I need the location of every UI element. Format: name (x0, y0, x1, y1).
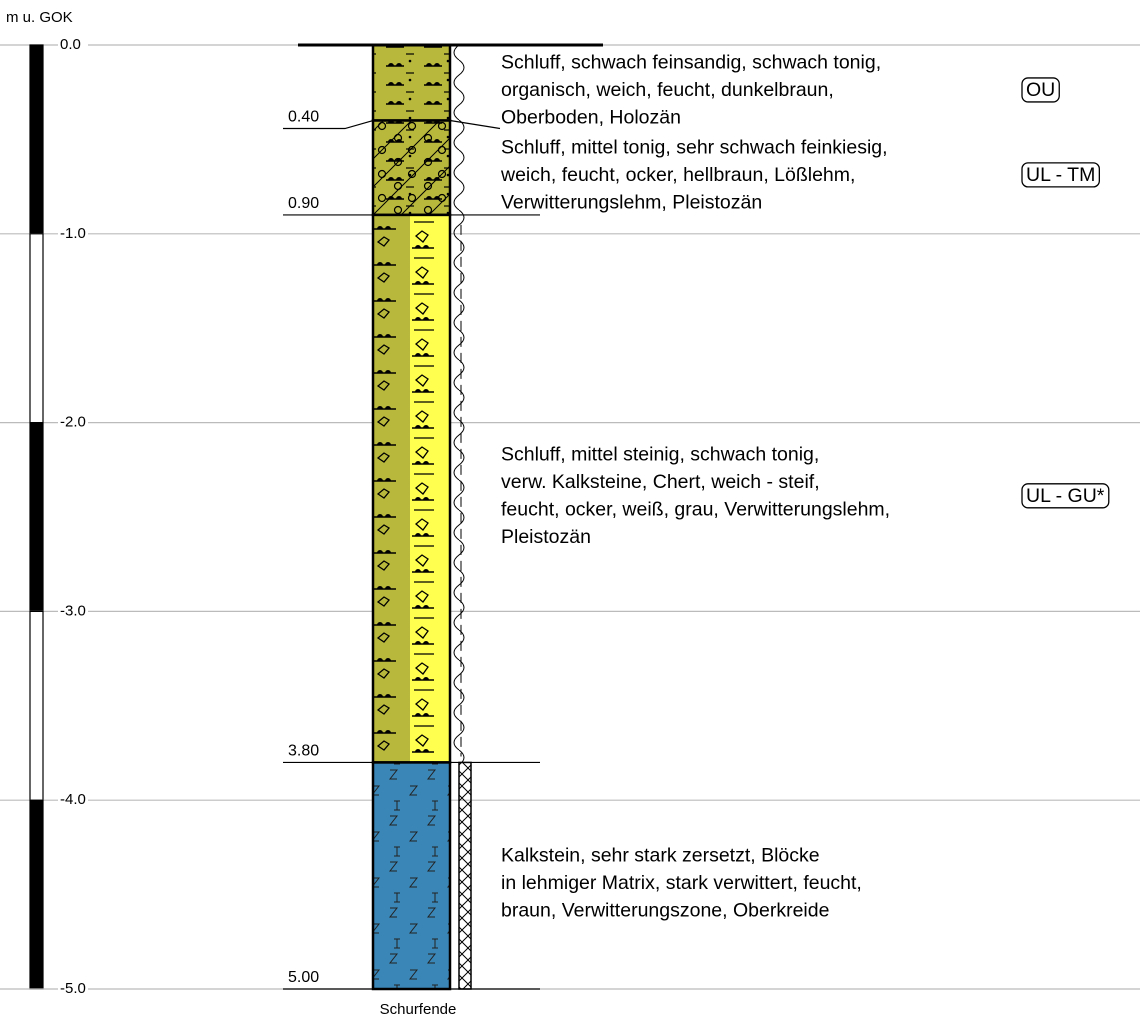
layer-description: verw. Kalksteine, Chert, weich - steif, (501, 471, 820, 493)
tick-label: 0.0 (60, 36, 81, 53)
layer-description: Kalkstein, sehr stark zersetzt, Blöcke (501, 844, 820, 866)
tick-label: -1.0 (60, 225, 86, 242)
layer-description: braun, Verwitterungszone, Oberkreide (501, 899, 829, 921)
scale-segment (30, 45, 43, 234)
layer-description: in lehmiger Matrix, stark verwittert, fe… (501, 872, 862, 894)
depth-label: 3.80 (288, 743, 319, 760)
end-label: Schurfende (380, 1001, 457, 1018)
layer-code: OU (1026, 79, 1055, 101)
layer-description: organisch, weich, feucht, dunkelbraun, (501, 79, 834, 101)
layer-code: UL - TM (1026, 164, 1095, 186)
layer-description: feucht, ocker, weiß, grau, Verwitterungs… (501, 499, 890, 521)
scale-segment (30, 234, 43, 423)
tick-label: -2.0 (60, 414, 86, 431)
borehole-log: m u. GOK Schurfende 0.0 -1.0 -2.0 -3.0 -4.0 -… (0, 0, 1140, 1019)
scale-segment (30, 800, 43, 989)
layer-description: Schluff, schwach feinsandig, schwach ton… (501, 51, 881, 73)
layer-code: UL - GU* (1026, 485, 1105, 507)
layer-pattern (373, 215, 410, 763)
consistency (452, 45, 470, 121)
layer-description: Pleistozän (501, 526, 591, 548)
layer-description: Schluff, mittel steinig, schwach tonig, (501, 444, 819, 466)
scale-segment (30, 423, 43, 612)
tick-label: -3.0 (60, 602, 86, 619)
layer-pattern (373, 121, 450, 215)
layer-pattern (373, 45, 450, 121)
layer-pattern (373, 762, 450, 989)
tick-label: -5.0 (60, 980, 86, 997)
layer-description: Schluff, mittel tonig, sehr schwach fein… (501, 136, 888, 158)
layer-description: Verwitterungslehm, Pleistozän (501, 191, 762, 213)
axis-label: m u. GOK (6, 9, 73, 26)
consistency (459, 762, 471, 989)
layer-pattern (410, 215, 450, 763)
tick-label: -4.0 (60, 791, 86, 808)
layer-description: Oberboden, Holozän (501, 106, 681, 128)
depth-label: 5.00 (288, 969, 319, 986)
scale-segment (30, 611, 43, 800)
layer-description: weich, feucht, ocker, hellbraun, Lößlehm… (500, 164, 855, 186)
depth-label: 0.40 (288, 109, 319, 126)
depth-label: 0.90 (288, 195, 319, 212)
consistency (452, 121, 470, 215)
